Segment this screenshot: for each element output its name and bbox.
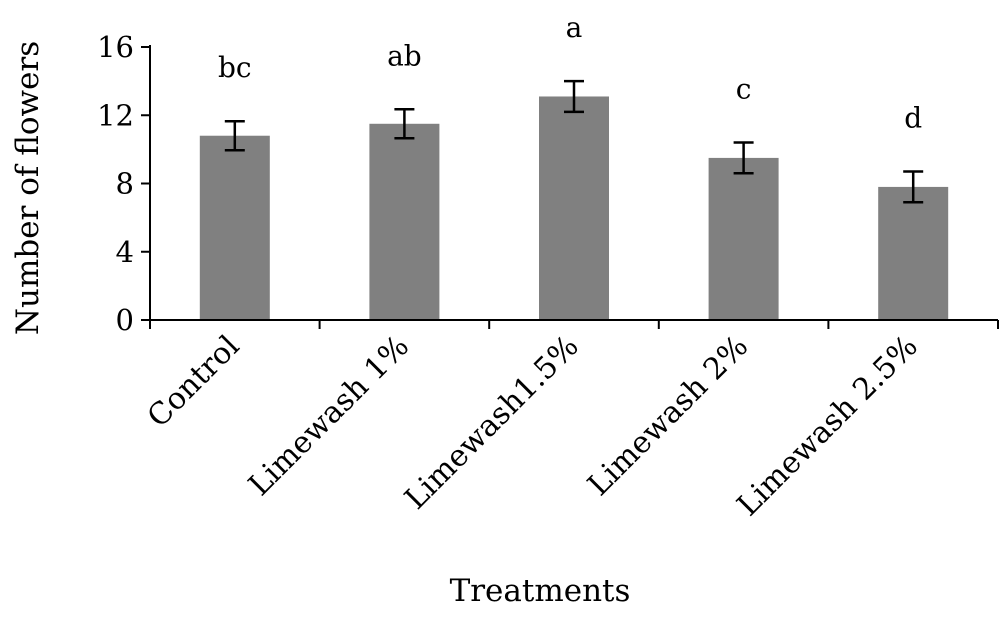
x-tick-label-2: Limewash1.5% [398, 329, 586, 517]
bar-0 [199, 135, 270, 320]
error-bar-3 [733, 141, 754, 175]
error-bars-layer [224, 79, 924, 204]
significance-letters-layer: bc ab a c d [218, 11, 922, 134]
y-tick-label-2: 8 [116, 167, 134, 201]
y-tick-label-3: 12 [97, 98, 134, 132]
bar-1 [369, 123, 440, 320]
significance-letter-2: a [566, 11, 583, 44]
x-axis-title: Treatments [450, 573, 631, 609]
significance-letter-3: c [736, 73, 752, 106]
bar-3 [708, 157, 779, 320]
significance-letter-0: bc [218, 51, 252, 84]
error-bar-4 [903, 170, 924, 204]
y-tick-label-1: 4 [116, 235, 134, 269]
significance-letter-4: d [904, 102, 922, 135]
significance-letter-1: ab [387, 39, 422, 72]
y-tick-label-4: 16 [97, 30, 134, 64]
x-tick-label-0: Control [141, 329, 247, 435]
bars-layer [199, 96, 949, 320]
axes-layer [141, 45, 999, 329]
error-bar-1 [394, 108, 415, 140]
y-tick-labels: 0 4 8 12 16 [97, 30, 134, 337]
x-tick-label-1: Limewash 1% [242, 329, 416, 503]
x-tick-label-3: Limewash 2% [581, 329, 755, 503]
error-bar-2 [564, 79, 584, 114]
error-bar-0 [224, 119, 245, 152]
bar-2 [539, 96, 609, 320]
x-tick-label-4: Limewash 2.5% [731, 329, 925, 523]
y-tick-label-0: 0 [116, 303, 134, 337]
y-axis-title: Number of flowers [10, 41, 46, 335]
bar-4 [878, 186, 949, 320]
